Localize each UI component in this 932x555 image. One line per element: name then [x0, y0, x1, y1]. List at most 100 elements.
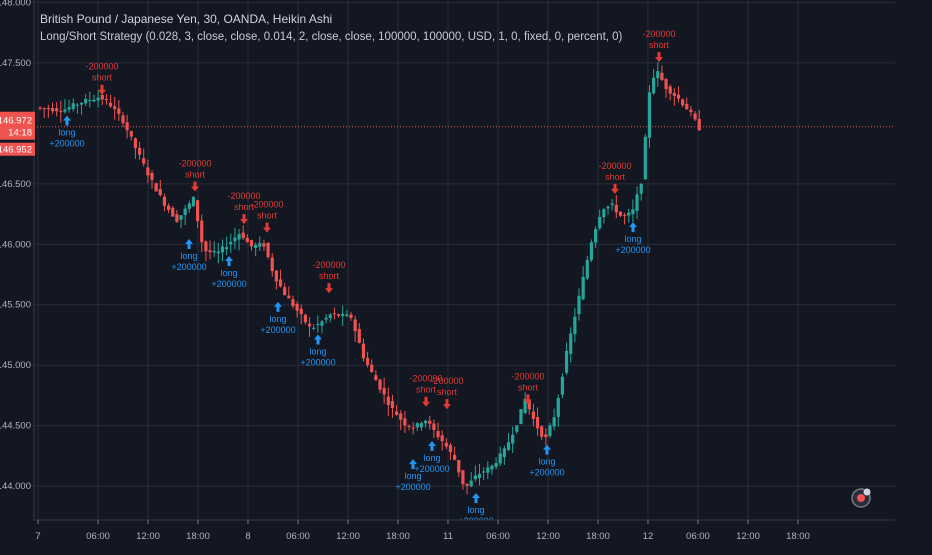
strategy-label[interactable]: Long/Short Strategy (0.028, 3, close, cl… — [40, 31, 623, 43]
candle-body — [183, 208, 187, 216]
candle-body — [187, 203, 191, 209]
candle-body — [233, 237, 237, 242]
candle-body — [353, 319, 357, 332]
time-tick-label: 18:00 — [786, 531, 810, 542]
candle-body — [527, 400, 531, 410]
candle-body — [158, 189, 162, 196]
short-signal: short-200000 — [312, 260, 345, 294]
candle-body — [569, 333, 573, 354]
candle-body — [552, 417, 556, 427]
candle — [225, 236, 229, 256]
candle — [46, 104, 50, 118]
long-quantity: +200000 — [615, 245, 650, 255]
settings-gear-icon[interactable] — [850, 487, 872, 509]
time-tick-label: 12:00 — [536, 531, 560, 542]
candle-body — [50, 107, 55, 112]
candle-body — [589, 242, 594, 261]
candle-body — [121, 115, 125, 124]
candle — [104, 94, 109, 105]
candle — [602, 208, 606, 224]
long-signal: long+200000 — [414, 440, 450, 474]
candle-body — [697, 118, 701, 131]
candle — [196, 199, 200, 228]
candle-body — [685, 103, 689, 110]
candle — [424, 419, 428, 428]
candle — [540, 425, 544, 441]
candle — [639, 182, 643, 201]
candle-body — [229, 241, 233, 245]
candle — [519, 408, 523, 425]
candle — [556, 394, 560, 427]
symbol-title: British Pound / Japanese Yen, 30, OANDA,… — [40, 12, 333, 26]
candle-body — [113, 106, 117, 110]
candle-body — [341, 313, 345, 316]
candle-body — [370, 364, 374, 372]
candle-body — [494, 463, 498, 467]
long-signal: long+200000 — [211, 255, 247, 289]
candle — [361, 338, 366, 362]
long-signal: long+200000 — [529, 444, 565, 478]
candle-body — [415, 423, 419, 428]
candle — [307, 317, 312, 337]
candle-body — [577, 295, 581, 315]
candle — [137, 141, 142, 160]
short-label: short — [319, 271, 340, 281]
short-signal: short-200000 — [85, 62, 119, 95]
short-arrow-icon — [97, 84, 106, 95]
candle — [482, 467, 486, 481]
candle-body — [92, 99, 96, 102]
candle-body — [689, 109, 693, 113]
candle-body — [610, 203, 614, 205]
candle-body — [469, 480, 473, 487]
short-signal: short-200000 — [228, 191, 261, 225]
candle — [581, 266, 585, 301]
candle-body — [548, 425, 552, 437]
second-price-value: 146.952 — [0, 145, 32, 156]
candle — [598, 209, 602, 231]
candle-body — [453, 454, 457, 460]
candle — [432, 419, 436, 439]
candle — [531, 403, 536, 427]
long-signal: long+200000 — [260, 301, 296, 335]
candle-body — [254, 244, 258, 249]
price-axis: 148.000 147.500 146.500 146.000 145.500 145.0… — [0, 0, 35, 520]
candle-body — [270, 257, 274, 272]
candle — [233, 228, 237, 250]
candle-body — [179, 215, 183, 220]
short-label: short — [416, 385, 437, 395]
trade-signals: long+200000short-200000short-200000long+… — [49, 29, 675, 526]
short-arrow-icon — [442, 399, 451, 410]
candle — [283, 282, 287, 296]
candle — [672, 88, 676, 106]
candle — [457, 459, 461, 478]
candle — [291, 295, 295, 309]
long-quantity: +200000 — [395, 482, 430, 492]
candle-body — [154, 183, 158, 192]
short-quantity: -200000 — [178, 158, 211, 168]
candle-body — [482, 471, 486, 473]
short-label: short — [605, 172, 626, 182]
candle — [162, 193, 167, 212]
long-label: long — [538, 457, 555, 467]
candle — [75, 103, 79, 114]
candle-body — [324, 317, 328, 320]
candle — [370, 359, 374, 373]
candle — [593, 226, 598, 248]
candle — [440, 430, 444, 451]
candle — [419, 421, 424, 431]
long-label: long — [221, 268, 238, 278]
candle — [187, 200, 191, 213]
candle — [245, 234, 249, 243]
candle — [204, 240, 208, 262]
candle — [623, 212, 627, 225]
candle-body — [585, 259, 589, 279]
candle-body — [63, 109, 67, 112]
candle-body — [519, 409, 523, 425]
candle-body — [378, 379, 382, 390]
candle — [171, 206, 175, 217]
candle — [664, 77, 668, 98]
candle — [502, 445, 506, 465]
candle — [254, 242, 258, 257]
